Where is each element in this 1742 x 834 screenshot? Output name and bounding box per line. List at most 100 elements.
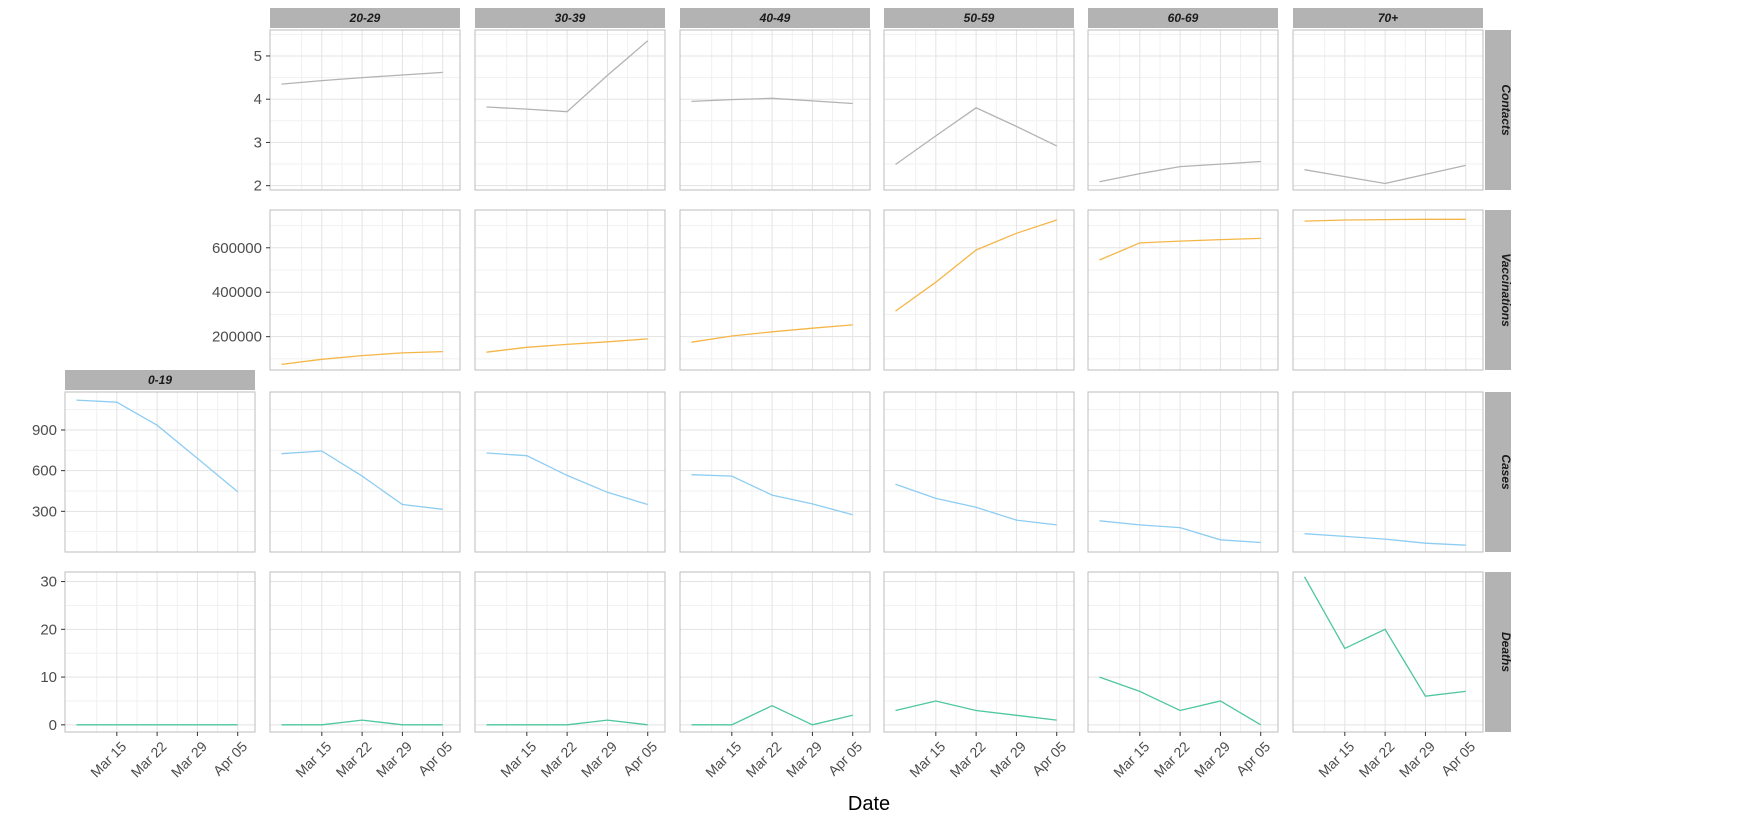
y-tick-label-contacts: 2 <box>254 178 262 195</box>
x-tick-label: Mar 29 <box>168 738 210 780</box>
series-line-deaths-30-39 <box>486 719 648 726</box>
series-line-cases-40-49 <box>691 474 853 516</box>
y-tick-label-cases: 900 <box>32 422 57 439</box>
panel-background <box>270 392 460 552</box>
series-line-contacts-50-59 <box>895 107 1057 166</box>
facet-strip-background <box>884 8 1074 28</box>
panel-border <box>269 29 461 191</box>
x-tick-label: Mar 15 <box>292 738 334 780</box>
panel-border <box>269 391 461 553</box>
facet-strip-50-59: 50-59 <box>884 8 1074 28</box>
facet-label-60-69: 60-69 <box>1168 11 1199 25</box>
facet-strip-background <box>1293 8 1483 28</box>
panel-border <box>64 391 256 553</box>
panel-border <box>474 29 666 191</box>
row-strip-background <box>1485 210 1511 370</box>
x-tick-label: Apr 05 <box>1438 738 1479 779</box>
series-line-vaccinations-40-49 <box>691 324 853 343</box>
row-strip-deaths: Deaths <box>1485 572 1513 732</box>
y-tick-label-vaccinations: 200000 <box>212 329 262 346</box>
panel-border <box>1087 209 1279 371</box>
x-tick-label: Mar 22 <box>128 738 170 780</box>
panel-background <box>475 210 665 370</box>
panel-border <box>474 391 666 553</box>
panel-vaccinations-50-59 <box>883 209 1075 371</box>
panel-contacts-20-29: 20-29 <box>269 8 461 191</box>
panel-cases-20-29 <box>269 391 461 553</box>
series-line-contacts-70 <box>1304 164 1466 185</box>
panel-border <box>679 29 871 191</box>
series-line-vaccinations-70 <box>1304 218 1466 222</box>
series-line-deaths-50-59 <box>895 700 1057 721</box>
panel-cases-70 <box>1292 391 1484 553</box>
panel-border <box>1087 571 1279 733</box>
row-strip-label-cases: Cases <box>1499 454 1513 490</box>
panel-cases-30-39 <box>474 391 666 553</box>
facet-label-20-29: 20-29 <box>349 11 381 25</box>
facet-strip-background <box>65 370 255 390</box>
facet-strip-background <box>1088 8 1278 28</box>
panel-background <box>1293 30 1483 190</box>
panel-border <box>679 209 871 371</box>
facet-strip-background <box>270 8 460 28</box>
series-line-cases-70 <box>1304 533 1466 546</box>
x-tick-label: Mar 15 <box>1110 738 1152 780</box>
panel-contacts-70: 70+ <box>1292 8 1484 191</box>
series-line-vaccinations-50-59 <box>895 219 1057 312</box>
x-tick-label: Mar 29 <box>578 738 620 780</box>
y-tick-label-deaths: 20 <box>40 621 57 638</box>
panel-background <box>270 572 460 732</box>
facet-strip-background <box>475 8 665 28</box>
panel-background <box>680 392 870 552</box>
facet-label-40-49: 40-49 <box>759 11 791 25</box>
x-tick-label: Mar 15 <box>497 738 539 780</box>
panel-border <box>1292 29 1484 191</box>
panel-contacts-30-39: 30-39 <box>474 8 666 191</box>
x-tick-label: Mar 22 <box>538 738 580 780</box>
facet-strip-40-49: 40-49 <box>680 8 870 28</box>
facet-strip-20-29: 20-29 <box>270 8 460 28</box>
panel-border <box>1292 209 1484 371</box>
row-strip-background <box>1485 30 1511 190</box>
series-line-deaths-70 <box>1303 576 1466 697</box>
x-tick-label: Mar 22 <box>1151 738 1193 780</box>
series-line-vaccinations-60-69 <box>1099 237 1261 261</box>
facet-label-70: 70+ <box>1378 11 1398 25</box>
x-tick-label: Mar 29 <box>373 738 415 780</box>
row-strip-label-vaccinations: Vaccinations <box>1499 253 1513 327</box>
panel-cases-50-59 <box>883 391 1075 553</box>
panel-border <box>64 571 256 733</box>
panel-border <box>1087 391 1279 553</box>
panel-background <box>884 392 1074 552</box>
panel-contacts-50-59: 50-59 <box>883 8 1075 191</box>
y-tick-label-contacts: 4 <box>254 91 262 108</box>
x-tick-label: Mar 22 <box>1356 738 1398 780</box>
panel-background <box>1293 210 1483 370</box>
x-tick-label: Apr 05 <box>1029 738 1070 779</box>
y-tick-label-deaths: 10 <box>40 669 57 686</box>
panel-background <box>680 572 870 732</box>
series-line-cases-0-19 <box>76 399 239 493</box>
x-tick-label: Mar 15 <box>702 738 744 780</box>
series-line-cases-60-69 <box>1099 520 1261 544</box>
panel-background <box>65 392 255 552</box>
series-line-contacts-30-39 <box>486 40 649 113</box>
row-strip-background <box>1485 392 1511 552</box>
y-tick-label-vaccinations: 600000 <box>212 240 262 257</box>
panel-border <box>883 29 1075 191</box>
x-tick-label: Mar 29 <box>1191 738 1233 780</box>
panel-cases-60-69 <box>1087 391 1279 553</box>
row-strip-background <box>1485 572 1511 732</box>
panel-background <box>270 30 460 190</box>
y-tick-label-cases: 600 <box>32 463 57 480</box>
panel-border <box>474 571 666 733</box>
facet-strip-30-39: 30-39 <box>475 8 665 28</box>
panel-border <box>474 209 666 371</box>
x-tick-label: Mar 22 <box>743 738 785 780</box>
